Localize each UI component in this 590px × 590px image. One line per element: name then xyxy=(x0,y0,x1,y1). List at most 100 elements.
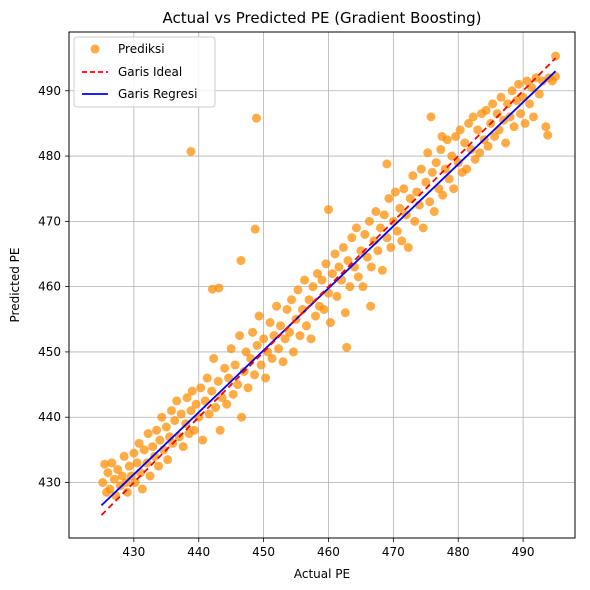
scatter-point xyxy=(235,331,245,341)
scatter-point xyxy=(139,445,149,455)
scatter-point xyxy=(343,256,353,266)
legend-scatter-label: Prediksi xyxy=(118,42,165,56)
scatter-point xyxy=(332,291,342,301)
scatter-point xyxy=(280,334,290,344)
scatter-point xyxy=(170,415,180,425)
scatter-point xyxy=(543,130,553,140)
scatter-point xyxy=(217,393,227,403)
scatter-point xyxy=(321,259,331,269)
scatter-point xyxy=(395,203,405,213)
scatter-point xyxy=(259,334,269,344)
scatter-point xyxy=(134,438,144,448)
scatter-point xyxy=(390,187,400,197)
scatter-point xyxy=(423,148,433,158)
y-tick-label: 450 xyxy=(38,345,61,359)
scatter-point xyxy=(541,122,551,132)
scatter-point xyxy=(325,318,335,328)
scatter-point xyxy=(312,269,322,279)
scatter-point xyxy=(416,164,426,174)
scatter-point xyxy=(215,425,225,435)
scatter-point xyxy=(503,99,513,109)
y-tick-label: 460 xyxy=(38,280,61,294)
scatter-point xyxy=(119,451,129,461)
scatter-point xyxy=(358,282,368,292)
scatter-point xyxy=(186,146,196,156)
x-tick-label: 470 xyxy=(382,545,405,559)
y-tick-label: 440 xyxy=(38,410,61,424)
scatter-point xyxy=(306,334,316,344)
scatter-point xyxy=(447,151,457,161)
scatter-point xyxy=(308,282,318,292)
scatter-point xyxy=(366,262,376,272)
ideal-line xyxy=(100,57,557,516)
x-tick-label: 440 xyxy=(187,545,210,559)
scatter-point xyxy=(437,131,447,141)
scatter-point xyxy=(261,373,271,383)
x-tick-label: 430 xyxy=(122,545,145,559)
scatter-point xyxy=(451,131,461,141)
scatter-point xyxy=(462,164,472,174)
scatter-point xyxy=(323,205,333,215)
y-tick-label: 430 xyxy=(38,476,61,490)
scatter-point xyxy=(317,275,327,285)
scatter-point xyxy=(301,321,311,331)
scatter-point xyxy=(191,399,201,409)
scatter-point xyxy=(182,393,192,403)
scatter-point xyxy=(426,112,436,122)
scatter-point xyxy=(496,92,506,102)
scatter-point xyxy=(248,327,258,337)
scatter-point xyxy=(250,370,260,380)
scatter-point xyxy=(351,223,361,233)
scatter-point xyxy=(379,210,389,220)
scatter-point xyxy=(399,184,409,194)
scatter-point xyxy=(287,295,297,305)
scatter-point xyxy=(148,442,158,452)
scatter-point xyxy=(410,216,420,226)
scatter-point xyxy=(145,471,155,481)
scatter-point xyxy=(373,246,383,256)
scatter-point xyxy=(152,425,162,435)
scatter-point xyxy=(434,184,444,194)
y-tick-label: 480 xyxy=(38,149,61,163)
scatter-point xyxy=(534,89,544,99)
scatter-point xyxy=(340,308,350,318)
scatter-point xyxy=(243,383,253,393)
scatter-point xyxy=(113,464,123,474)
scatter-point xyxy=(124,461,134,471)
scatter-point xyxy=(166,406,176,416)
scatter-point xyxy=(226,344,236,354)
x-tick-label: 460 xyxy=(317,545,340,559)
plot-frame xyxy=(68,31,576,539)
scatter-point xyxy=(488,99,498,109)
scatter-point xyxy=(233,380,243,390)
scatter-point xyxy=(362,252,372,262)
scatter-point xyxy=(189,425,199,435)
scatter-point xyxy=(514,79,524,89)
scatter-point xyxy=(228,389,238,399)
x-tick-label: 450 xyxy=(252,545,275,559)
scatter-point xyxy=(319,304,329,314)
legend-ideal-label: Garis Ideal xyxy=(118,65,182,79)
scatter-point xyxy=(265,318,275,328)
chart-title: Actual vs Predicted PE (Gradient Boostin… xyxy=(163,9,482,27)
scatter-point xyxy=(107,458,117,468)
scatter-point xyxy=(196,383,206,393)
scatter-point xyxy=(408,171,418,181)
scatter-point xyxy=(267,353,277,363)
scatter-point xyxy=(187,386,197,396)
scatter-point xyxy=(551,51,561,61)
legend-box xyxy=(73,36,216,108)
scatter-point xyxy=(360,229,370,239)
scatter-point xyxy=(525,99,535,109)
scatter-point xyxy=(109,474,119,484)
scatter-point xyxy=(375,223,385,233)
scatter-point xyxy=(431,158,441,168)
scatter-point xyxy=(384,193,394,203)
scatter-point xyxy=(117,471,127,481)
scatter-point xyxy=(105,484,115,494)
scatter-point xyxy=(330,249,340,259)
scatter-point xyxy=(272,301,282,311)
scatter-point xyxy=(157,412,167,422)
legend: Prediksi Garis Ideal Garis Regresi xyxy=(73,36,216,108)
